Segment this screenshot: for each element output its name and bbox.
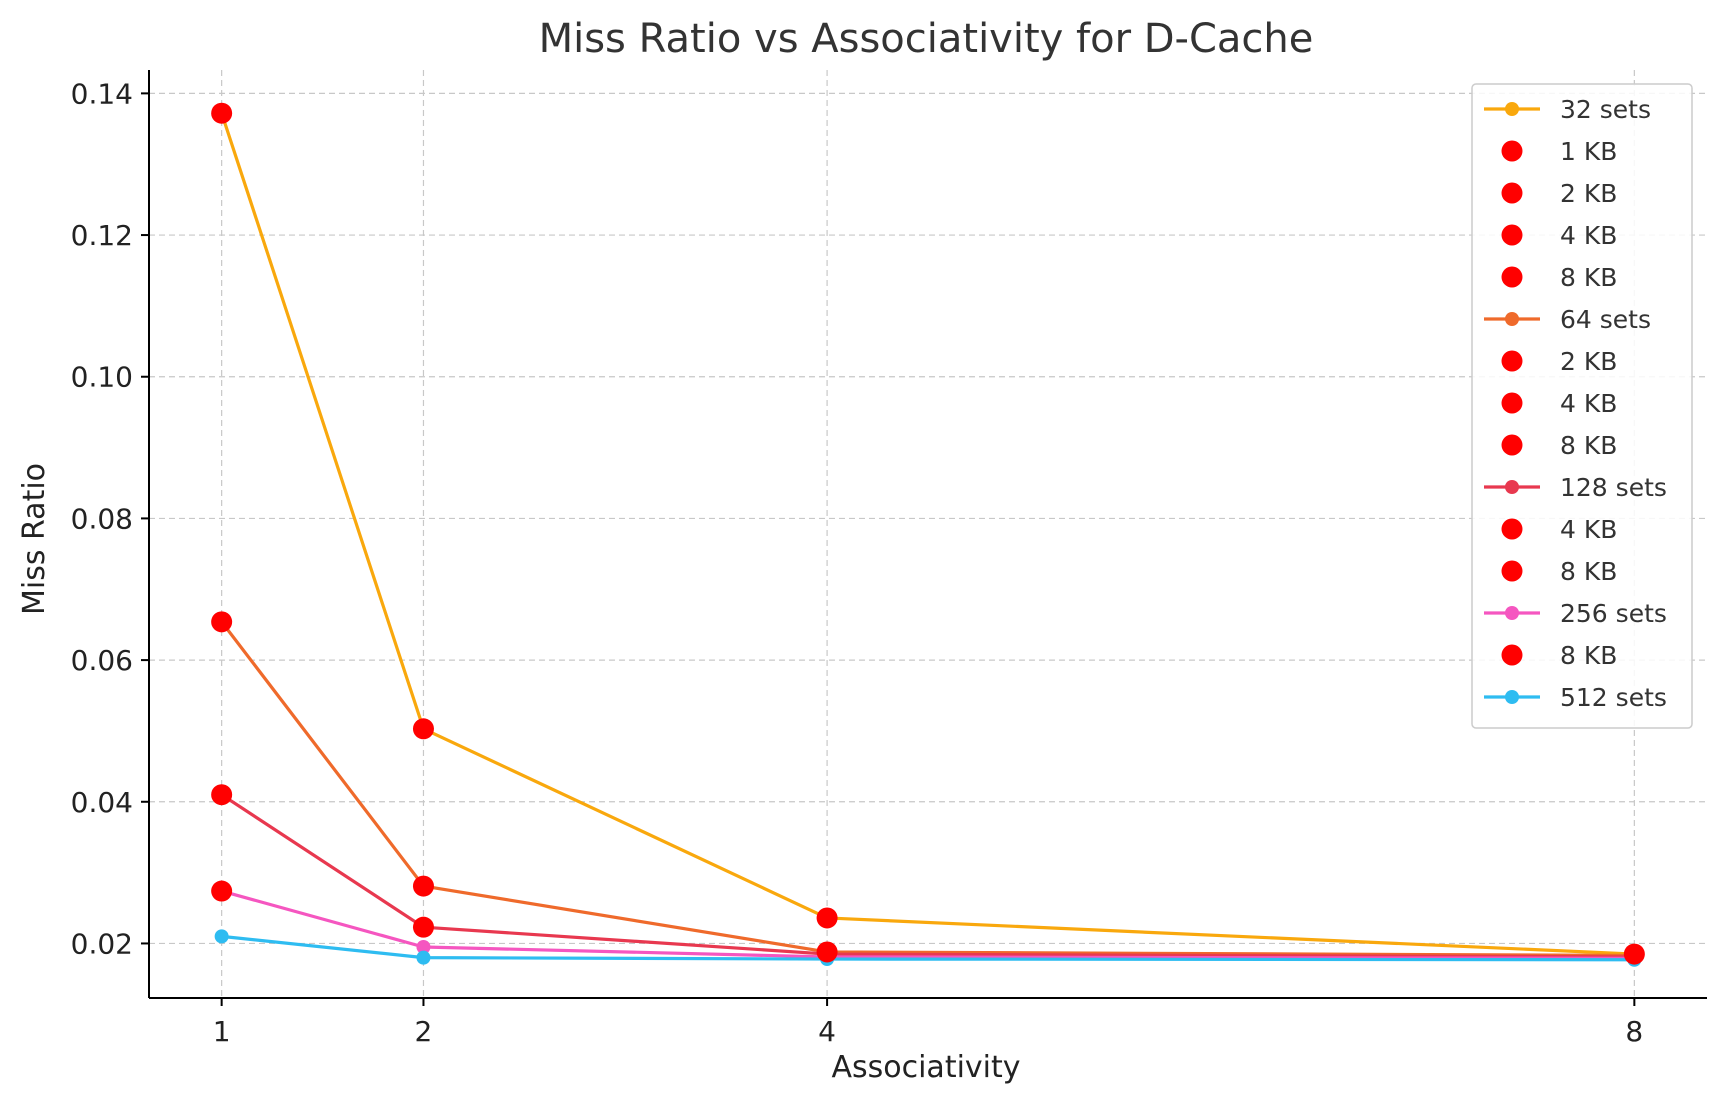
- highlight-point-2-KB: [211, 611, 233, 633]
- legend-label: 1 KB: [1560, 137, 1617, 166]
- y-tick-label: 0.14: [71, 77, 133, 110]
- highlight-point-4-KB: [816, 907, 838, 929]
- legend-marker-swatch: [1501, 224, 1523, 246]
- series-point-256-sets: [416, 939, 431, 954]
- series-point-512-sets: [214, 929, 229, 944]
- y-tick-label: 0.04: [71, 786, 133, 819]
- highlight-layer: [211, 102, 1645, 965]
- chart-title: Miss Ratio vs Associativity for D-Cache: [539, 16, 1314, 62]
- series-line-128-sets: [220, 793, 1635, 959]
- highlight-point-1-KB: [211, 102, 233, 124]
- legend-item: 512 sets: [1484, 683, 1667, 712]
- series-line-64-sets: [220, 620, 1635, 958]
- legend-item: 256 sets: [1484, 599, 1667, 628]
- legend-label: 64 sets: [1560, 305, 1651, 334]
- legend-item: 2 KB: [1501, 347, 1617, 376]
- legend-item: 8 KB: [1501, 641, 1617, 670]
- legend-line-marker: [1505, 480, 1519, 494]
- legend-label: 2 KB: [1560, 347, 1617, 376]
- legend-item: 4 KB: [1501, 221, 1617, 250]
- legend-label: 4 KB: [1560, 515, 1617, 544]
- x-tick-label: 4: [818, 1015, 836, 1048]
- legend-item: 4 KB: [1501, 515, 1617, 544]
- x-tick-label: 8: [1625, 1015, 1643, 1048]
- legend-item: 128 sets: [1484, 473, 1667, 502]
- axes: [148, 70, 1707, 999]
- legend-label: 32 sets: [1560, 95, 1651, 124]
- y-tick-label: 0.12: [71, 219, 133, 252]
- highlight-point-4-KB: [211, 784, 233, 806]
- legend-item: 32 sets: [1484, 95, 1651, 124]
- highlight-point-8-KB: [1623, 943, 1645, 965]
- legend-item: 64 sets: [1484, 305, 1651, 334]
- legend-item: 4 KB: [1501, 389, 1617, 418]
- legend: 32 sets 1 KB 2 KB 4 KB 8 KB 64 sets 2 KB 4 KB 8 …: [1471, 83, 1693, 729]
- y-tick-label: 0.10: [71, 361, 133, 394]
- legend-label: 8 KB: [1560, 263, 1617, 292]
- y-tick-label: 0.02: [71, 927, 133, 960]
- legend-marker-swatch: [1501, 140, 1523, 162]
- y-tick-label: 0.06: [71, 644, 133, 677]
- x-axis-label: Associativity: [831, 1050, 1020, 1085]
- y-axis-label: Miss Ratio: [17, 463, 52, 615]
- highlight-point-4-KB: [412, 875, 434, 897]
- legend-line-marker: [1505, 606, 1519, 620]
- legend-marker-swatch: [1501, 434, 1523, 456]
- legend-marker-swatch: [1501, 266, 1523, 288]
- series-layer: [214, 106, 1642, 967]
- x-tick-label: 1: [213, 1015, 231, 1048]
- legend-label: 4 KB: [1560, 221, 1617, 250]
- legend-marker-swatch: [1501, 560, 1523, 582]
- y-tick-label: 0.08: [71, 502, 133, 535]
- x-tick-label: 2: [415, 1015, 433, 1048]
- legend-label: 128 sets: [1560, 473, 1667, 502]
- legend-label: 512 sets: [1560, 683, 1667, 712]
- legend-item: 8 KB: [1501, 431, 1617, 460]
- series-line-32-sets: [220, 112, 1635, 956]
- legend-marker-swatch: [1501, 182, 1523, 204]
- legend-label: 4 KB: [1560, 389, 1617, 418]
- legend-marker-swatch: [1501, 392, 1523, 414]
- legend-item: 8 KB: [1501, 557, 1617, 586]
- legend-line-marker: [1505, 102, 1519, 116]
- legend-item: 2 KB: [1501, 179, 1617, 208]
- legend-marker-swatch: [1501, 518, 1523, 540]
- legend-marker-swatch: [1501, 644, 1523, 666]
- highlight-point-8-KB: [211, 880, 233, 902]
- series-line-256-sets: [221, 889, 1635, 960]
- highlight-point-8-KB: [816, 941, 838, 963]
- legend-marker-swatch: [1501, 350, 1523, 372]
- legend-box: [1471, 83, 1693, 729]
- legend-label: 2 KB: [1560, 179, 1617, 208]
- legend-line-marker: [1505, 690, 1519, 704]
- series-line-512-sets: [221, 934, 1635, 962]
- legend-label: 256 sets: [1560, 599, 1667, 628]
- series-point-512-sets: [416, 950, 431, 965]
- legend-line-marker: [1505, 312, 1519, 326]
- legend-item: 8 KB: [1501, 263, 1617, 292]
- highlight-point-2-KB: [412, 718, 434, 740]
- legend-label: 8 KB: [1560, 641, 1617, 670]
- legend-label: 8 KB: [1560, 431, 1617, 460]
- highlight-point-8-KB: [412, 916, 434, 938]
- tick-labels: 1 2 4 8 0.02 0.04 0.06 0.08 0.10 0.12 0.14: [71, 77, 1644, 1048]
- legend-label: 8 KB: [1560, 557, 1617, 586]
- legend-item: 1 KB: [1501, 137, 1617, 166]
